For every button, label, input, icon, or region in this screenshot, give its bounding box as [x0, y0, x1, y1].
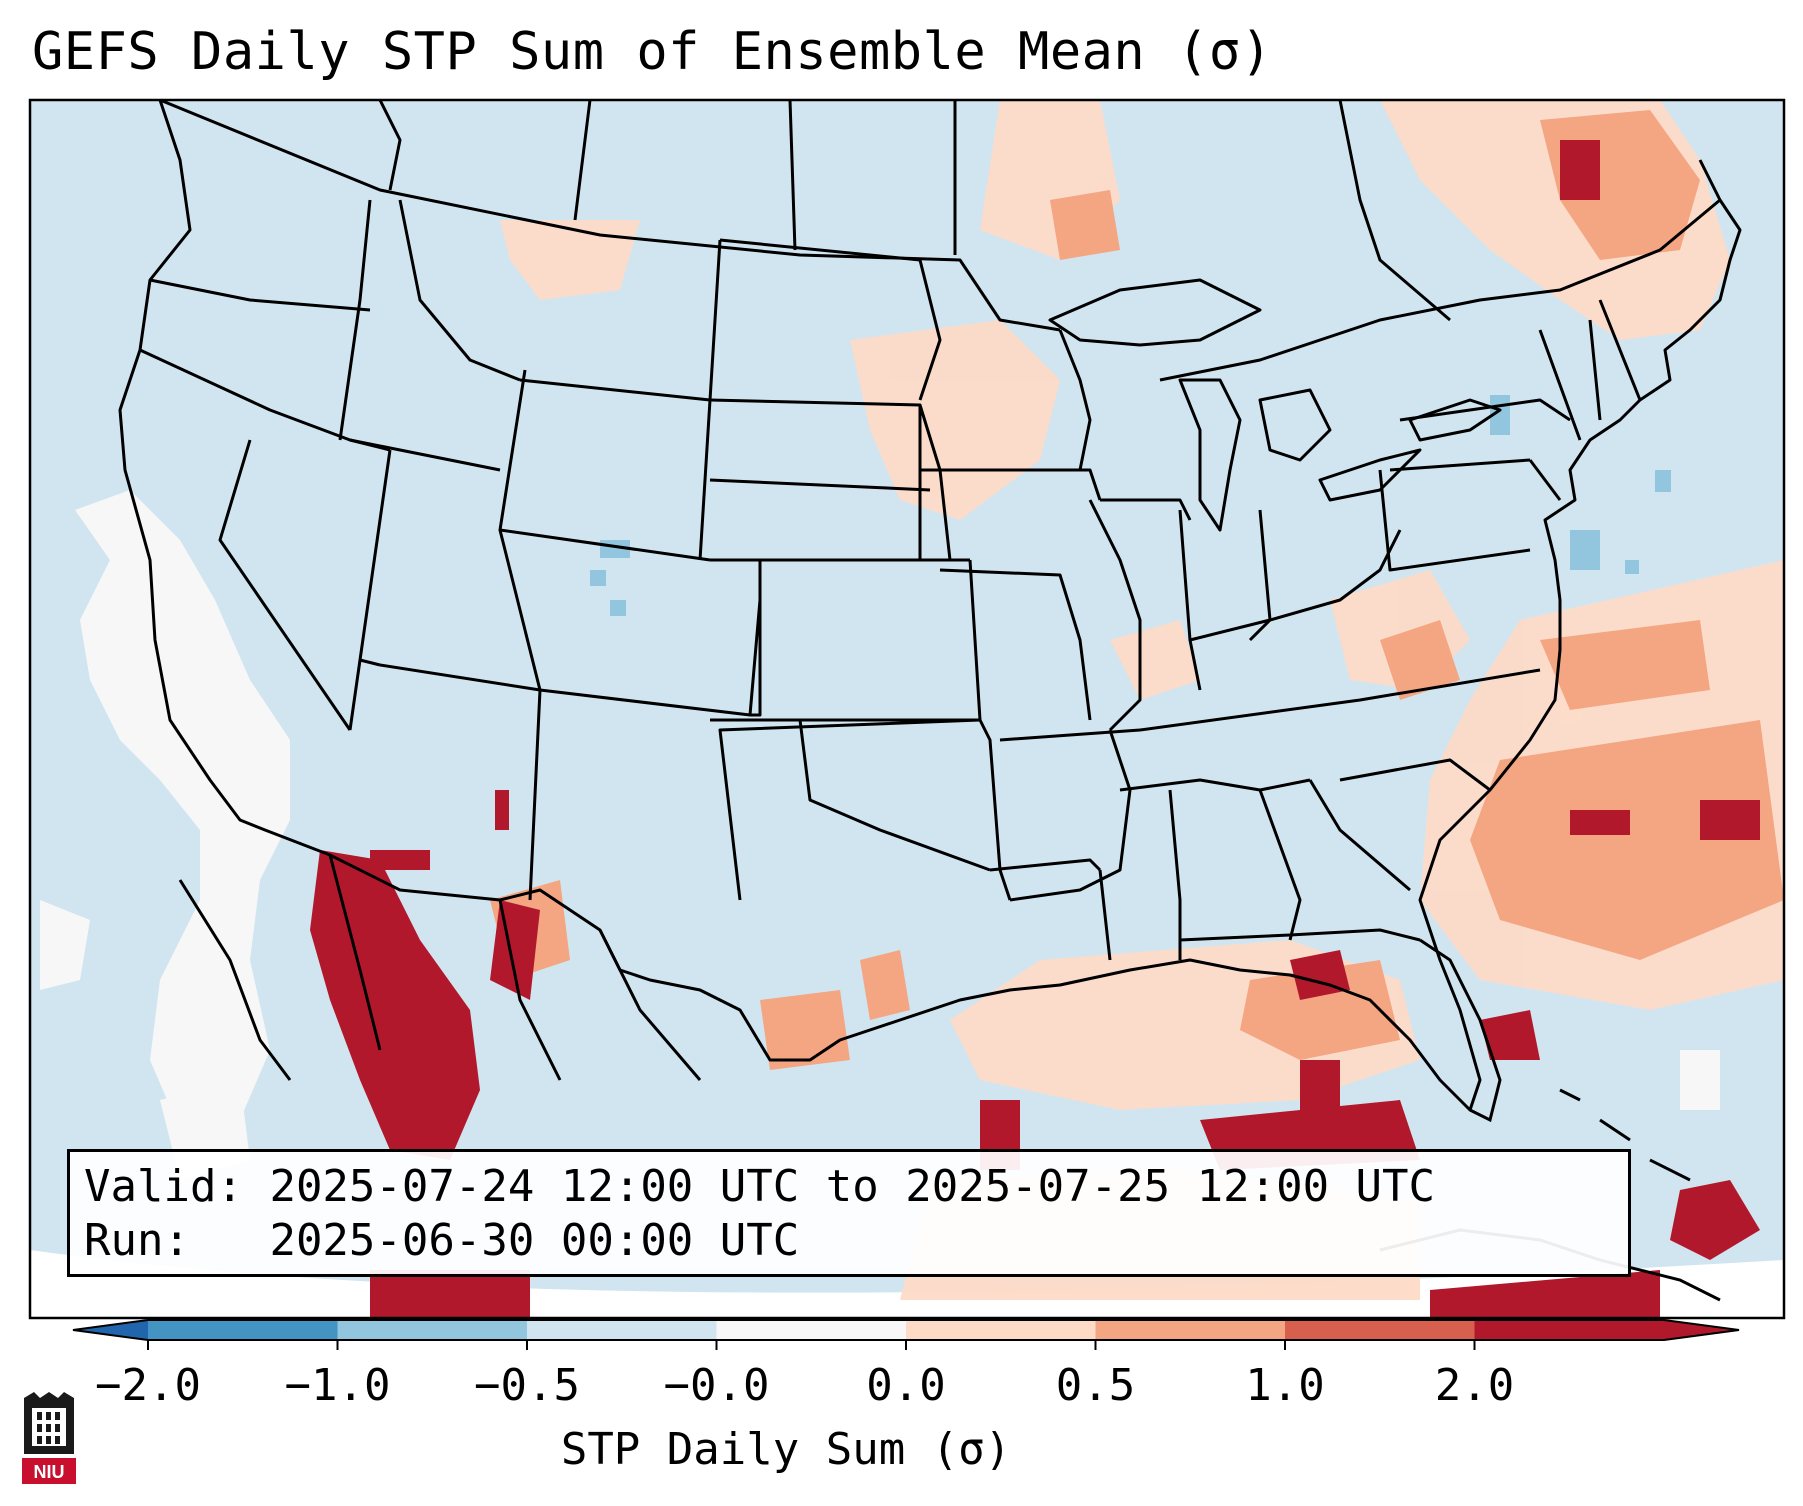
run-time: 2025-06-30 00:00 UTC — [269, 1215, 800, 1266]
colorbar-under-arrow — [73, 1320, 148, 1340]
colorbar-bin — [1095, 1320, 1286, 1340]
colorbar-bin — [1285, 1320, 1475, 1340]
colorbar-tick-label: 2.0 — [1434, 1360, 1515, 1411]
figure-title: GEFS Daily STP Sum of Ensemble Mean (σ) — [32, 22, 1273, 82]
colorbar-title: STP Daily Sum (σ) — [560, 1424, 1012, 1475]
colorbar-tick-label: −2.0 — [95, 1360, 201, 1411]
colorbar-tick-label: 1.0 — [1245, 1360, 1325, 1411]
moderate-positive-anomaly-patches — [490, 110, 1784, 1070]
colorbar — [72, 1319, 1740, 1350]
map-frame — [28, 98, 1786, 1320]
colorbar-tick-label: −0.0 — [663, 1360, 770, 1411]
niu-castle-logo-icon: NIU — [22, 1392, 76, 1484]
colorbar-bin — [716, 1320, 907, 1340]
colorbar-bin — [148, 1320, 338, 1340]
colorbar-bin — [906, 1320, 1096, 1340]
valid-label: Valid: — [84, 1161, 243, 1212]
political-boundaries — [118, 100, 1742, 1112]
colorbar-tick-label: −0.5 — [474, 1360, 580, 1411]
colorbar-tick-label: −1.0 — [284, 1360, 391, 1411]
strong-positive-anomaly-patches — [310, 140, 1760, 1318]
colorbar-bin — [337, 1320, 528, 1340]
valid-range: 2025-07-24 12:00 UTC to 2025-07-25 12:00… — [269, 1161, 1436, 1212]
colorbar-bin — [1474, 1320, 1665, 1340]
run-label: Run: — [84, 1215, 190, 1266]
logo-text: NIU — [34, 1462, 65, 1482]
validity-info-box: Valid: 2025-07-24 12:00 UTC to 2025-07-2… — [67, 1149, 1631, 1277]
neutral-anomaly-patches — [40, 490, 1720, 1180]
weak-negative-anomaly-patches — [590, 395, 1671, 616]
colorbar-outline — [72, 1319, 1740, 1341]
map-area — [30, 100, 1784, 1318]
colorbar-tick-label: 0.5 — [1055, 1360, 1136, 1411]
colorbar-bin — [527, 1320, 717, 1340]
colorbar-tick-label: 0.0 — [866, 1360, 946, 1411]
colorbar-over-arrow — [1664, 1320, 1739, 1340]
